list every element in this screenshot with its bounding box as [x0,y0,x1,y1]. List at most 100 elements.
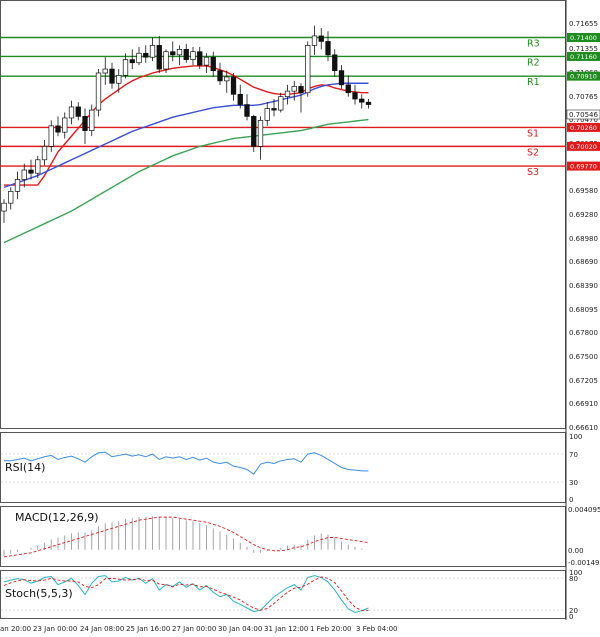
level-tag-r1 [567,71,600,81]
candle-body [278,96,284,111]
macd-tick: 0.004095 [568,506,600,514]
candle-body [156,45,162,70]
candle-body [55,125,61,133]
candle [136,46,142,66]
candle-body [68,106,75,119]
candle [102,57,108,85]
macd-tick: 0.00 [568,547,584,555]
candle [332,49,338,77]
candle-body [14,179,21,192]
candle [143,45,149,63]
candle [264,102,270,126]
level-tag-text-s1: 0.70260 [570,124,597,132]
candle-body [365,101,372,105]
level-tag-text-r1: 0.70910 [570,73,597,81]
stoch-tick: 0 [569,613,573,621]
candle [244,94,250,121]
candle [62,112,68,139]
candle [8,187,14,210]
candle [82,108,88,144]
level-label-s2: S2 [527,147,539,158]
candle [35,155,41,178]
rsi-tick: 100 [569,433,582,441]
level-tag-s2 [567,141,600,151]
level-tag-r2 [567,51,600,61]
candle [89,104,95,137]
candle [237,84,243,109]
price-tick: 0.67800 [569,329,598,337]
candle [41,140,48,166]
candle-body [257,119,264,147]
macd-tick: -0.001497 [568,559,600,567]
time-tick: 23 Jan 00:00 [33,625,77,633]
candle-body [163,51,169,70]
candle-body [75,106,81,117]
candle [224,70,230,93]
time-axis: an 20:00 23 Jan 00:00 24 Jan 08:00 25 Ja… [0,625,397,633]
level-tag-s1 [567,122,600,132]
candle [156,35,162,73]
rsi-panel: RSI(14) 100 70 30 0 [1,433,582,504]
candle-body [305,45,311,94]
candle [48,120,54,152]
candle [176,45,183,66]
candle [284,84,291,105]
candle [149,37,156,62]
rsi-tick: 70 [569,451,578,459]
candle [278,92,284,113]
moving-average-line-3 [3,118,369,244]
candle [338,65,345,89]
candle-body [82,116,88,131]
candle-body [210,56,216,71]
level-tag-text-r2: 0.71160 [570,53,597,61]
candle [325,31,331,62]
level-tag-text-r3: 0.71400 [570,34,597,42]
candle [68,100,75,125]
rsi-tick: 30 [569,479,578,487]
candle [183,43,189,63]
candle-body [298,86,304,94]
candle-body [170,51,176,56]
ghost-price-label: 0.71355 [569,45,598,53]
price-tick: 0.68095 [569,306,598,314]
time-tick: 1 Feb 20:00 [310,625,351,633]
candle [95,69,102,117]
candlesticks [1,25,372,223]
candle [116,69,122,93]
pivot-levels: R3 0.71400 R2 0.71160 R1 0.70910 S1 0.70260 S2 0.… [0,33,600,178]
candle [1,199,7,223]
candle-body [359,98,365,103]
time-tick: 30 Jan 04:00 [218,625,262,633]
candle-body [129,59,135,64]
candle [163,49,169,73]
candle [345,75,351,97]
level-label-s3: S3 [527,167,539,178]
candle [203,53,210,73]
candle-body [28,169,34,174]
candle [251,114,257,152]
time-tick: 24 Jan 08:00 [80,625,124,633]
current-price-tag: 0.70546 [566,109,600,120]
candle-body [1,202,7,212]
stoch-tick: 80 [569,575,578,583]
level-tag-r3 [567,33,600,42]
level-tag-s3 [567,161,600,171]
candle-body [332,54,338,71]
current-price-box [566,109,600,120]
stoch-k-line [3,575,369,614]
candle-body [109,68,115,84]
macd-panel: MACD(12,26,9) 0.004095 0.00 -0.001497 [3,506,600,567]
price-tick: 0.69580 [569,187,598,195]
candle [55,116,61,137]
macd-signal-line [3,516,369,558]
candle-body [237,93,243,105]
candle-body [345,84,351,94]
candle-body [311,35,318,46]
level-tag-text-s3: 0.69770 [570,163,597,171]
time-tick: 3 Feb 04:00 [356,625,397,633]
candle-body [203,56,210,66]
price-tick: 0.66910 [569,400,598,408]
candle-body [325,41,331,56]
candle-body [197,51,203,66]
candle-body [264,108,270,121]
